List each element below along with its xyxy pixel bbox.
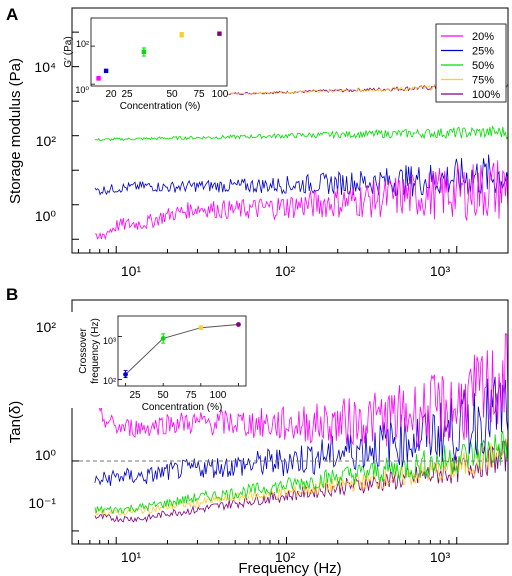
panel-a-series-20pct <box>94 160 509 241</box>
inset-a-y-axis-label: G′ (Pa) <box>63 36 74 67</box>
svg-text:100: 100 <box>212 89 229 100</box>
panel-b-y-tick-label: 10⁰ <box>35 447 57 463</box>
svg-text:25%: 25% <box>472 46 494 58</box>
svg-text:10²: 10² <box>36 319 57 335</box>
panel-b-y-tick-label: 10² <box>36 319 57 335</box>
svg-text:10³: 10³ <box>103 336 116 346</box>
svg-text:20: 20 <box>105 89 117 100</box>
inset-a-point <box>179 31 184 38</box>
legend-item: 25% <box>441 46 494 58</box>
inset-b-point <box>123 370 128 379</box>
panel-b-frame <box>71 299 509 545</box>
svg-text:10⁴: 10⁴ <box>34 59 56 75</box>
svg-text:20%: 20% <box>472 31 494 43</box>
svg-text:100%: 100% <box>472 89 500 101</box>
panel-b-axes: 10⁻¹ 10⁰ 10² 10¹ 10² 10³ <box>28 319 509 565</box>
inset-b-x-tick-label: 50 <box>157 390 169 401</box>
panel-a-legend: 20% 25% 50% 75% 100% <box>435 23 507 103</box>
panel-b-series-20pct <box>94 333 509 448</box>
svg-text:75: 75 <box>193 89 205 100</box>
legend-item: 50% <box>441 60 494 72</box>
panel-a-inset: 20 25 50 75 100 10⁰ 10² Concentration (%… <box>63 17 229 112</box>
svg-text:75: 75 <box>185 390 197 401</box>
panel-b-inset: 25 50 75 100 10² 10³ Concentration (%) C… <box>70 312 250 413</box>
svg-text:10¹: 10¹ <box>121 263 142 279</box>
inset-b-point <box>236 322 241 327</box>
inset-a-point <box>217 31 222 36</box>
panel-a-y-tick-label: 10⁴ <box>34 59 56 75</box>
svg-text:10²: 10² <box>275 549 296 565</box>
legend-item: 20% <box>441 31 494 43</box>
panel-b-series-25pct <box>94 376 509 486</box>
panel-a-series-25pct <box>94 154 509 198</box>
svg-text:10¹: 10¹ <box>121 549 142 565</box>
svg-text:75%: 75% <box>472 75 494 87</box>
inset-b-x-axis-label: Concentration (%) <box>142 402 223 413</box>
inset-b-frame <box>117 315 247 387</box>
panel-b-series-50pct <box>94 430 509 515</box>
inset-b-x-tick-label: 25 <box>129 390 141 401</box>
panel-b-lines <box>94 333 509 523</box>
svg-text:100: 100 <box>210 390 227 401</box>
panel-a-axes: 10⁰ 10² 10⁴ 10¹ 10² 10³ <box>34 31 509 279</box>
inset-b-y-tick-label: 10³ <box>103 336 116 346</box>
panel-b-y-tick-label: 10⁻¹ <box>28 495 56 511</box>
inset-a-x-tick-label: 20 <box>105 89 117 100</box>
panel-b-x-axis-label: Frequency (Hz) <box>238 560 341 576</box>
inset-a-y-tick-label: 10² <box>76 39 89 49</box>
inset-a-x-tick-label: 50 <box>166 89 178 100</box>
panel-label-a: A <box>6 5 18 24</box>
panel-a-x-tick-label: 10³ <box>430 263 451 279</box>
panel-a-y-tick-label: 10⁰ <box>35 208 57 224</box>
panel-a-y-axis-label: Storage modulus (Pa) <box>7 58 24 204</box>
svg-text:10⁰: 10⁰ <box>35 208 57 224</box>
panel-b-x-tick-label: 10² <box>275 549 296 565</box>
svg-text:10⁰: 10⁰ <box>75 85 89 95</box>
svg-text:10²: 10² <box>76 39 89 49</box>
panel-a-x-tick-label: 10¹ <box>121 263 142 279</box>
inset-b-y-tick-label: 10² <box>103 376 116 386</box>
panel-label-b: B <box>6 285 18 304</box>
svg-text:10³: 10³ <box>430 263 451 279</box>
inset-a-x-axis-label: Concentration (%) <box>120 101 201 112</box>
inset-a-point <box>141 47 147 57</box>
inset-b-y-axis-label-line1: Crossover <box>78 328 89 374</box>
panel-a-y-tick-label: 10² <box>36 133 57 149</box>
panel-a-frame <box>71 7 509 254</box>
panel-a-series-50pct <box>94 125 509 142</box>
inset-b-x-tick-label: 75 <box>185 390 197 401</box>
inset-a-frame <box>90 17 228 87</box>
inset-a-point <box>96 76 101 81</box>
panel-b-x-tick-label: 10¹ <box>121 549 142 565</box>
svg-text:10²: 10² <box>103 376 116 386</box>
panel-b-x-tick-label: 10³ <box>430 549 451 565</box>
svg-text:10²: 10² <box>275 263 296 279</box>
svg-text:10³: 10³ <box>430 549 451 565</box>
inset-a-x-tick-label: 100 <box>212 89 229 100</box>
inset-a-point <box>103 68 109 74</box>
svg-text:50: 50 <box>166 89 178 100</box>
inset-b-y-axis-label-line2: frequency (Hz) <box>90 318 101 384</box>
svg-text:25: 25 <box>121 89 133 100</box>
inset-a-y-tick-label: 10⁰ <box>75 85 89 95</box>
inset-b-point <box>198 325 204 331</box>
inset-b-line <box>125 324 239 375</box>
legend-item: 100% <box>441 89 500 101</box>
svg-text:10⁻¹: 10⁻¹ <box>28 495 56 511</box>
svg-text:50: 50 <box>157 390 169 401</box>
svg-text:25: 25 <box>129 390 141 401</box>
svg-text:10²: 10² <box>36 133 57 149</box>
inset-b-point <box>160 333 166 344</box>
inset-a-x-tick-label: 25 <box>121 89 133 100</box>
inset-a-x-tick-label: 75 <box>193 89 205 100</box>
panel-a-x-tick-label: 10² <box>275 263 296 279</box>
svg-text:10⁰: 10⁰ <box>35 447 57 463</box>
panel-b-y-axis-label: Tan(δ) <box>7 401 24 444</box>
legend-item: 75% <box>441 75 494 87</box>
svg-text:50%: 50% <box>472 60 494 72</box>
inset-b-x-tick-label: 100 <box>210 390 227 401</box>
